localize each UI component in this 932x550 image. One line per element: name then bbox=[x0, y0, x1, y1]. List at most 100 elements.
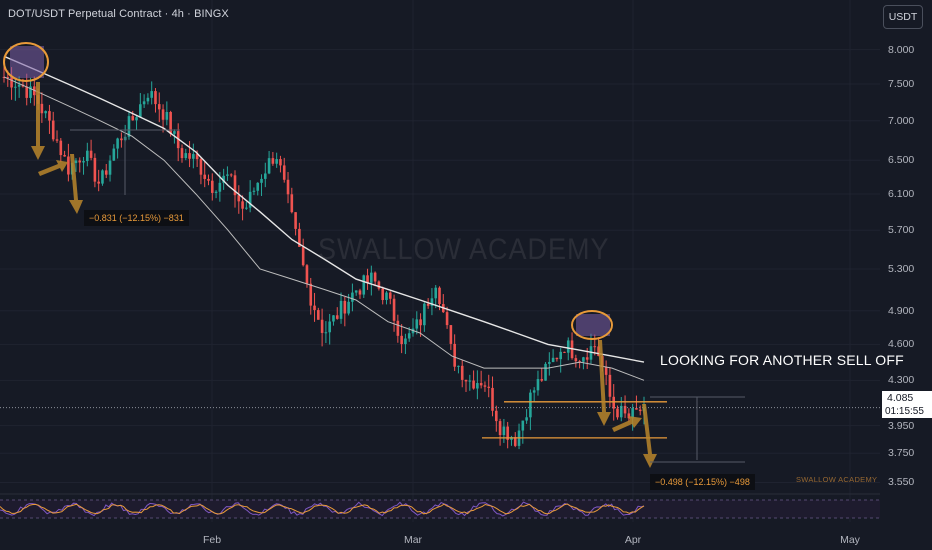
candle-body-152 bbox=[578, 361, 581, 363]
candle-body-10 bbox=[40, 103, 44, 114]
candle-body-119 bbox=[453, 343, 456, 367]
arrow-right-1 bbox=[38, 160, 68, 176]
watermark-small-text: SWALLOW ACADEMY bbox=[796, 475, 878, 484]
candle-body-132 bbox=[502, 426, 506, 436]
candle-body-1 bbox=[6, 77, 10, 79]
moving-average-0 bbox=[3, 55, 645, 363]
candle-body-82 bbox=[313, 305, 316, 311]
currency-badge[interactable]: USDT bbox=[883, 5, 923, 29]
candle-body-60 bbox=[229, 174, 233, 176]
candle-body-149 bbox=[566, 340, 570, 353]
candle-body-44 bbox=[169, 112, 172, 134]
candle-body-113 bbox=[430, 298, 434, 306]
symbol-title[interactable]: DOT/USDT Perpetual Contract · 4h · BINGX bbox=[8, 8, 229, 20]
candle-body-87 bbox=[332, 315, 335, 322]
candle-body-33 bbox=[127, 116, 131, 137]
candle-body-68 bbox=[260, 178, 263, 183]
measure-label-1[interactable]: −0.831 (−12.15%) −831 bbox=[84, 210, 189, 226]
candle-body-103 bbox=[392, 298, 396, 321]
y-tick-label-7: 4.900 bbox=[888, 304, 915, 317]
y-tick-label-1: 7.500 bbox=[888, 77, 915, 90]
oscillator-line-2 bbox=[0, 503, 645, 515]
candle-body-6 bbox=[25, 86, 29, 98]
candle-body-140 bbox=[532, 390, 536, 393]
candle-body-166 bbox=[631, 408, 634, 419]
candle-body-117 bbox=[445, 312, 449, 326]
candle-body-65 bbox=[248, 191, 252, 208]
candle-body-154 bbox=[585, 357, 589, 360]
candle-body-164 bbox=[623, 405, 627, 414]
candle-body-147 bbox=[559, 351, 562, 360]
candle-body-112 bbox=[426, 303, 430, 306]
candle-body-58 bbox=[222, 175, 225, 183]
candle-body-47 bbox=[180, 148, 184, 159]
candle-body-57 bbox=[218, 182, 222, 192]
candle-body-39 bbox=[150, 91, 153, 98]
candle-body-146 bbox=[555, 357, 559, 360]
y-tick-label-8: 4.600 bbox=[888, 338, 915, 351]
highlight-oval-2 bbox=[571, 310, 613, 340]
candle-body-35 bbox=[135, 117, 138, 121]
candle-body-151 bbox=[574, 358, 578, 362]
candle-body-12 bbox=[48, 111, 51, 121]
candle-body-123 bbox=[468, 380, 472, 382]
highlight-oval-1 bbox=[3, 42, 49, 82]
candle-body-17 bbox=[67, 156, 70, 175]
x-tick-label-2: Apr bbox=[624, 534, 642, 546]
candle-body-115 bbox=[438, 287, 441, 305]
candle-body-99 bbox=[377, 281, 381, 289]
y-tick-label-6: 5.300 bbox=[888, 262, 915, 275]
candle-body-124 bbox=[472, 380, 475, 389]
candle-body-89 bbox=[339, 300, 343, 319]
candle-body-156 bbox=[593, 346, 597, 348]
candle-body-118 bbox=[449, 325, 453, 344]
candle-body-37 bbox=[142, 101, 146, 105]
candle-body-62 bbox=[237, 195, 241, 202]
candle-body-105 bbox=[400, 335, 403, 345]
candle-body-30 bbox=[116, 138, 119, 149]
candle-body-50 bbox=[192, 154, 195, 159]
candle-body-64 bbox=[245, 207, 248, 209]
candle-body-3 bbox=[14, 86, 17, 88]
candle-body-104 bbox=[396, 320, 400, 336]
candle-body-148 bbox=[563, 351, 566, 353]
candle-body-2 bbox=[10, 77, 13, 88]
candle-body-38 bbox=[146, 97, 150, 102]
candle-body-15 bbox=[59, 140, 63, 156]
y-tick-label-2: 7.000 bbox=[888, 114, 915, 127]
candle-body-96 bbox=[366, 275, 369, 283]
sell-off-note[interactable]: LOOKING FOR ANOTHER SELL OFF bbox=[660, 352, 904, 368]
candle-body-110 bbox=[419, 319, 422, 326]
candle-body-29 bbox=[112, 148, 116, 161]
candle-body-13 bbox=[51, 120, 55, 140]
candle-body-49 bbox=[188, 153, 191, 159]
arrow-down-4 bbox=[642, 404, 657, 468]
candle-body-92 bbox=[351, 292, 354, 302]
candle-body-111 bbox=[423, 303, 426, 326]
candle-body-63 bbox=[241, 201, 244, 209]
candle-body-41 bbox=[157, 104, 161, 110]
candle-body-11 bbox=[44, 111, 47, 114]
y-tick-label-11: 3.750 bbox=[888, 447, 915, 460]
candle-body-84 bbox=[320, 319, 324, 333]
candle-body-142 bbox=[540, 379, 544, 381]
candle-body-135 bbox=[513, 437, 517, 446]
watermark-text: SWALLOW ACADEMY bbox=[318, 232, 610, 266]
arrow-down-3 bbox=[597, 340, 611, 426]
oscillator-band bbox=[0, 500, 880, 518]
candle-body-106 bbox=[404, 338, 407, 345]
y-tick-label-12: 3.550 bbox=[888, 476, 915, 489]
candle-body-137 bbox=[521, 420, 525, 431]
candle-body-48 bbox=[184, 153, 188, 159]
candle-body-97 bbox=[370, 272, 373, 283]
measure-label-2[interactable]: −0.498 (−12.15%) −498 bbox=[650, 474, 755, 490]
candle-body-120 bbox=[457, 365, 460, 367]
candle-body-121 bbox=[460, 365, 464, 380]
candle-body-159 bbox=[604, 367, 608, 375]
candle-body-69 bbox=[264, 173, 267, 179]
candle-body-141 bbox=[536, 379, 540, 391]
candle-body-102 bbox=[388, 292, 392, 299]
candle-body-4 bbox=[17, 84, 21, 87]
arrow-down-2 bbox=[69, 154, 83, 214]
